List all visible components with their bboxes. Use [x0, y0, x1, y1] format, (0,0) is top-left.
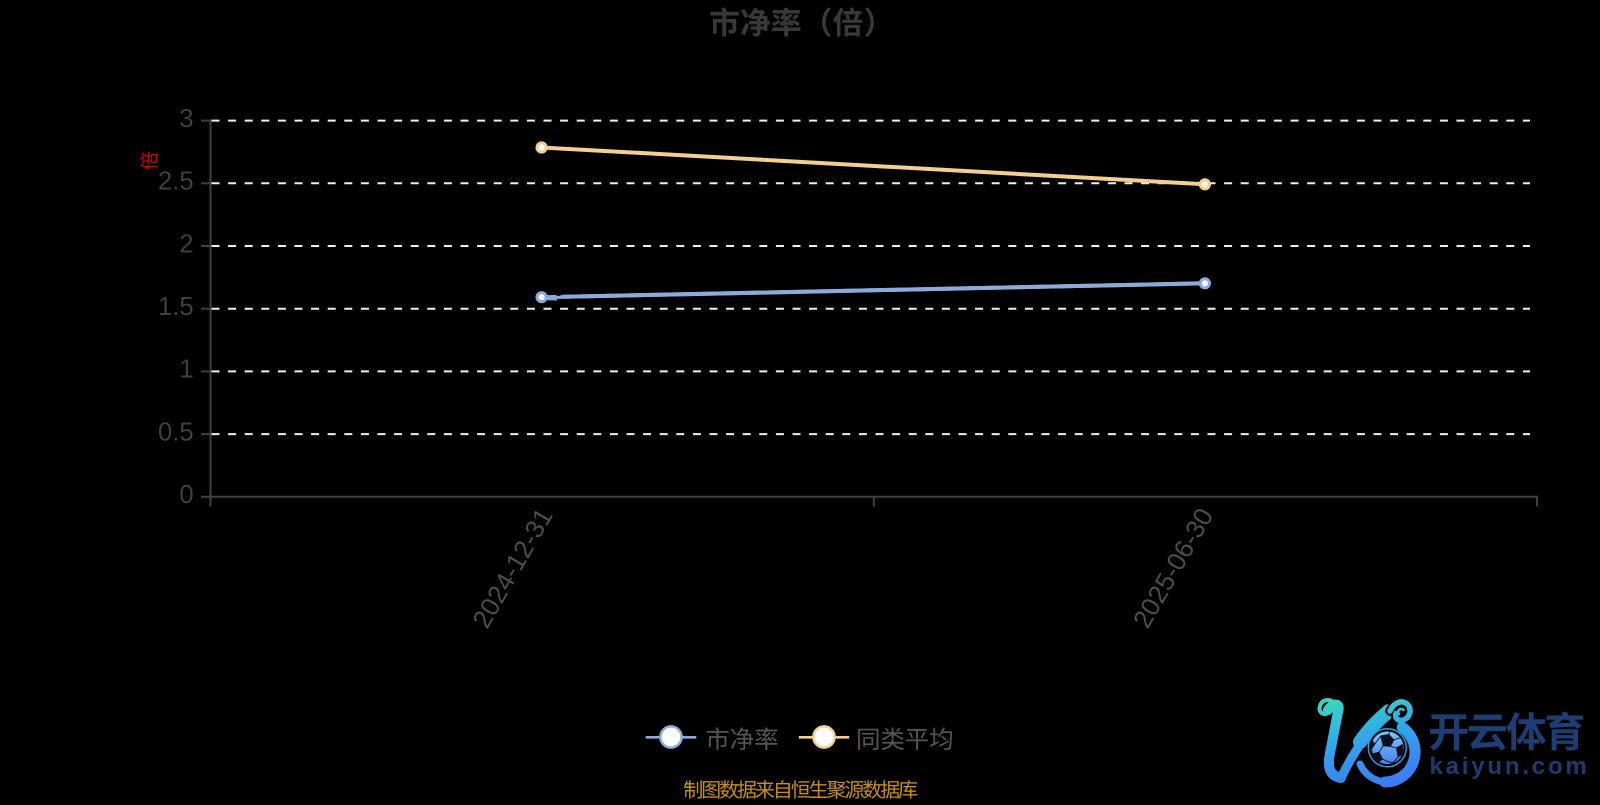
svg-text:2: 2	[179, 230, 193, 258]
svg-text:1.5: 1.5	[158, 293, 193, 321]
svg-text:3: 3	[179, 105, 193, 133]
svg-text:2.5: 2.5	[158, 168, 193, 196]
svg-text:0.5: 0.5	[158, 418, 193, 446]
svg-text:1: 1	[179, 356, 193, 384]
svg-text:0: 0	[179, 481, 193, 509]
svg-text:kaiyun.com: kaiyun.com	[1430, 753, 1590, 780]
